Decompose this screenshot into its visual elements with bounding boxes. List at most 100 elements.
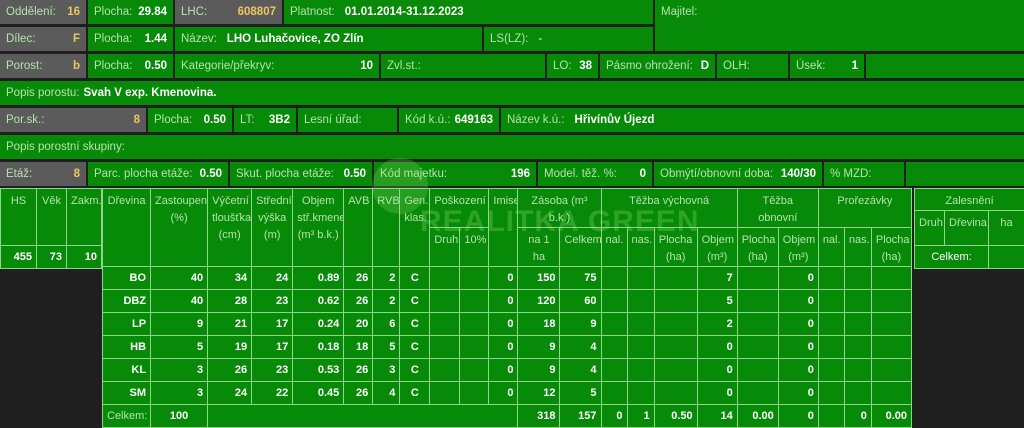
cell: 19 [208, 336, 252, 359]
cell: 73 [37, 246, 67, 269]
field-kod-ku: Kód k.ú.:649163 [399, 108, 499, 132]
column-header: Věk [37, 189, 67, 246]
cell [818, 382, 844, 405]
field-majitel: Majitel: [655, 0, 1024, 51]
label: Obmýtí/obnovní doba: [660, 168, 773, 180]
field-kod-majetku: Kód majetku:196 [374, 162, 536, 186]
cell: 0 [489, 313, 518, 336]
field-platnost: Platnost:01.01.2014-31.12.2023 [284, 0, 653, 24]
cell [818, 359, 844, 382]
field-lt: LT:3B2 [234, 108, 296, 132]
column-header: Těžba výchovná [601, 189, 737, 228]
cell [460, 267, 489, 290]
value: 1 [852, 60, 858, 72]
cell: 5 [151, 336, 208, 359]
field-blank [906, 162, 1024, 186]
label: Plocha: [154, 114, 192, 126]
cell: 2 [373, 290, 400, 313]
total-label: Celkem: [915, 246, 989, 269]
cell [844, 382, 871, 405]
value: LHO Luhačovice, ZO Zlín [227, 33, 364, 45]
label: Majitel: [661, 6, 697, 18]
column-header: Druh [915, 211, 945, 246]
label: Etáž: [6, 168, 32, 180]
cell: 18 [518, 313, 560, 336]
value: 29.84 [138, 6, 167, 18]
cell [460, 359, 489, 382]
field-mzd: % MZD: [824, 162, 904, 186]
value: Hřivínův Újezd [575, 114, 655, 126]
cell: C [400, 382, 430, 405]
cell [430, 290, 460, 313]
column-subheader: Celkem [560, 228, 601, 267]
column-header: ha [989, 211, 1024, 246]
cell: 12 [518, 382, 560, 405]
cell: 2 [697, 313, 737, 336]
field-blank [866, 54, 1024, 78]
field-parc-plocha: Parc. plocha etáže:0.50 [88, 162, 228, 186]
value: b [73, 60, 80, 72]
cell: 40 [151, 267, 208, 290]
total-cell: 0.00 [737, 405, 778, 428]
field-dilec: Dílec:F [0, 27, 86, 51]
cell [430, 359, 460, 382]
total-blank [208, 405, 518, 428]
cell [601, 313, 627, 336]
cell [430, 336, 460, 359]
label: Por.sk.: [6, 114, 44, 126]
label: Plocha: [94, 60, 132, 72]
cell: HB [103, 336, 151, 359]
cell: 0 [489, 336, 518, 359]
cell: KL [103, 359, 151, 382]
cell: 0.45 [293, 382, 344, 405]
field-plocha-porsk: Plocha:0.50 [148, 108, 232, 132]
value: 10 [360, 60, 373, 72]
cell [818, 290, 844, 313]
cell: 23 [252, 359, 293, 382]
cell: 24 [252, 267, 293, 290]
cell: 20 [344, 313, 373, 336]
column-header: AVB [344, 189, 373, 267]
cell: 4 [373, 382, 400, 405]
cell [627, 267, 654, 290]
cell: 0 [489, 382, 518, 405]
label: Popis porostu: [6, 87, 80, 99]
total-cell: 0 [778, 405, 818, 428]
total-zastoupeni: 100 [151, 405, 208, 428]
cell: 0.89 [293, 267, 344, 290]
column-header: HS [1, 189, 37, 246]
value: 01.01.2014-31.12.2023 [345, 6, 464, 18]
cell [844, 336, 871, 359]
column-header: Výčetní tloušťka (cm) [208, 189, 252, 267]
column-header: Poškození [430, 189, 489, 228]
cell: 0 [778, 382, 818, 405]
cell: 0 [778, 336, 818, 359]
cell: 40 [151, 290, 208, 313]
cell: 26 [344, 382, 373, 405]
cell: 9 [151, 313, 208, 336]
cell: 18 [344, 336, 373, 359]
label: LO: [553, 60, 572, 72]
column-subheader: na 1 ha [518, 228, 560, 267]
value: 8 [74, 168, 80, 180]
value: - [538, 33, 542, 45]
column-subheader: Plocha (ha) [654, 228, 697, 267]
cell [737, 267, 778, 290]
cell [460, 313, 489, 336]
cell [871, 336, 911, 359]
column-subheader: 10% [460, 228, 489, 267]
cell: 0.53 [293, 359, 344, 382]
label: Model. těž. %: [544, 168, 617, 180]
cell: 0 [778, 313, 818, 336]
column-header: Gen. klas. [400, 189, 430, 267]
cell [737, 313, 778, 336]
label: Zvl.st.: [387, 60, 421, 72]
cell [430, 382, 460, 405]
total-value [989, 246, 1024, 269]
total-label: Celkem: [103, 405, 151, 428]
column-header: Dřevina [103, 189, 151, 267]
